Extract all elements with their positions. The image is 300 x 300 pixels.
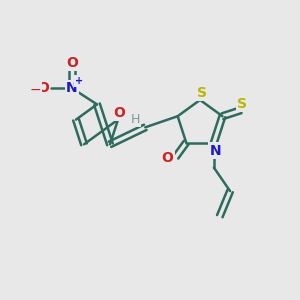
Text: N: N (66, 81, 78, 95)
Text: −: − (29, 82, 41, 97)
Text: S: S (196, 85, 206, 100)
Text: +: + (75, 76, 83, 86)
Text: N: N (210, 143, 221, 158)
Text: O: O (113, 106, 125, 120)
Text: O: O (37, 81, 49, 95)
Text: O: O (162, 151, 173, 165)
Text: S: S (237, 97, 247, 111)
Text: O: O (66, 56, 78, 70)
Text: H: H (130, 112, 140, 126)
